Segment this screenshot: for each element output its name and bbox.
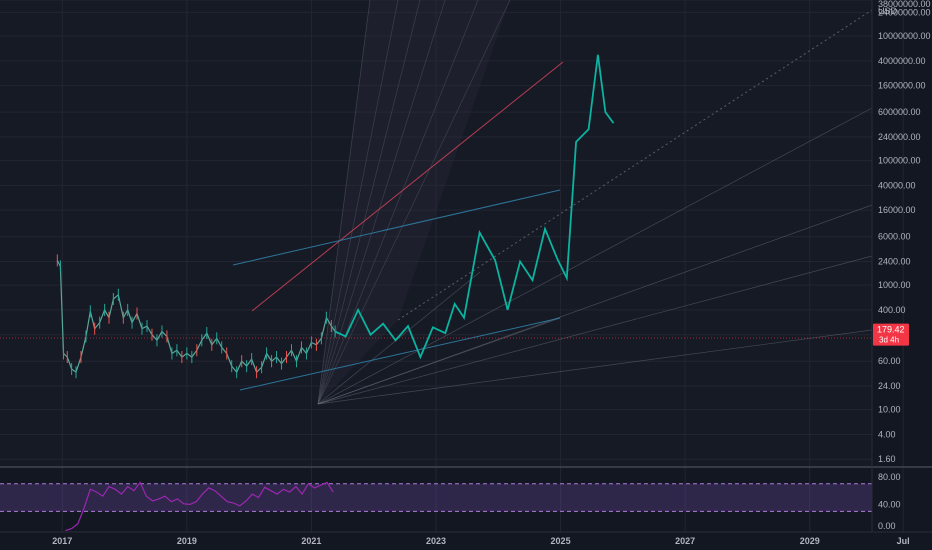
y-tick-label: 24.00 bbox=[878, 381, 901, 391]
y-tick-label: 100000.00 bbox=[878, 156, 921, 166]
currency-label: USD bbox=[878, 6, 898, 16]
y-tick-label: 10000000.00 bbox=[878, 31, 931, 41]
y-tick-label: 400.00 bbox=[878, 305, 906, 315]
x-tick-label: 2027 bbox=[675, 536, 695, 546]
y-tick-label: 6000.00 bbox=[878, 232, 911, 242]
price-axis[interactable]: 1.604.0010.0024.0060.00160.00400.001000.… bbox=[878, 0, 931, 531]
gann-fan-line bbox=[317, 0, 511, 405]
rsi-tick-label: 0.00 bbox=[878, 521, 896, 531]
rsi-band bbox=[0, 483, 872, 512]
y-tick-label: 240000.00 bbox=[878, 132, 921, 142]
gann-fan-line bbox=[317, 317, 561, 405]
y-tick-label: 60.00 bbox=[878, 356, 901, 366]
drawing-tools bbox=[0, 0, 873, 405]
price-series bbox=[56, 54, 615, 379]
gann-fan-line bbox=[317, 0, 446, 405]
series-line-1 bbox=[334, 54, 615, 360]
y-tick-label: 24000000.00 bbox=[878, 7, 931, 17]
y-tick-label: 40000.00 bbox=[878, 180, 916, 190]
x-tick-label: Jul bbox=[897, 536, 910, 546]
y-tick-label: 4.00 bbox=[878, 429, 896, 439]
y-tick-label: 1600000.00 bbox=[878, 81, 926, 91]
price-label-countdown: 3d 4h bbox=[879, 336, 899, 345]
gann-fan-line bbox=[317, 329, 873, 405]
x-tick-label: 2023 bbox=[426, 536, 446, 546]
y-tick-label: 38000000.00 bbox=[878, 0, 931, 9]
dotted-trend-line bbox=[397, 9, 873, 321]
x-tick-label: 2025 bbox=[551, 536, 571, 546]
y-tick-label: 10.00 bbox=[878, 405, 901, 415]
gann-fan-line bbox=[317, 107, 873, 405]
rsi-line-0 bbox=[65, 481, 334, 532]
y-tick-label: 16000.00 bbox=[878, 205, 916, 215]
fan-shade bbox=[318, 0, 510, 404]
rsi-tick-label: 40.00 bbox=[878, 499, 901, 509]
y-tick-label: 1.60 bbox=[878, 454, 896, 464]
x-tick-label: 2021 bbox=[301, 536, 321, 546]
gann-fan-line bbox=[317, 255, 873, 405]
rsi-pane bbox=[0, 481, 872, 532]
gridlines bbox=[0, 0, 904, 532]
time-axis[interactable]: 2017 2019 2021 2023 2025 2027 2029 Jul bbox=[52, 536, 909, 546]
gann-fan-line bbox=[317, 0, 371, 405]
y-tick-label: 4000000.00 bbox=[878, 56, 926, 66]
blue-channel-top bbox=[232, 189, 561, 266]
x-tick-label: 2019 bbox=[177, 536, 197, 546]
price-label-bg bbox=[873, 323, 909, 346]
x-tick-label: 2017 bbox=[52, 536, 72, 546]
rsi-tick-label: 80.00 bbox=[878, 472, 901, 482]
blue-channel-bottom bbox=[239, 317, 561, 391]
y-tick-label: 2400.00 bbox=[878, 256, 911, 266]
price-label-value: 179.42 bbox=[877, 325, 905, 335]
y-tick-label: 600000.00 bbox=[878, 107, 921, 117]
y-tick-label: 1000.00 bbox=[878, 280, 911, 290]
red-trend-line bbox=[251, 61, 564, 312]
x-tick-label: 2029 bbox=[800, 536, 820, 546]
gann-fan-line bbox=[317, 0, 399, 405]
